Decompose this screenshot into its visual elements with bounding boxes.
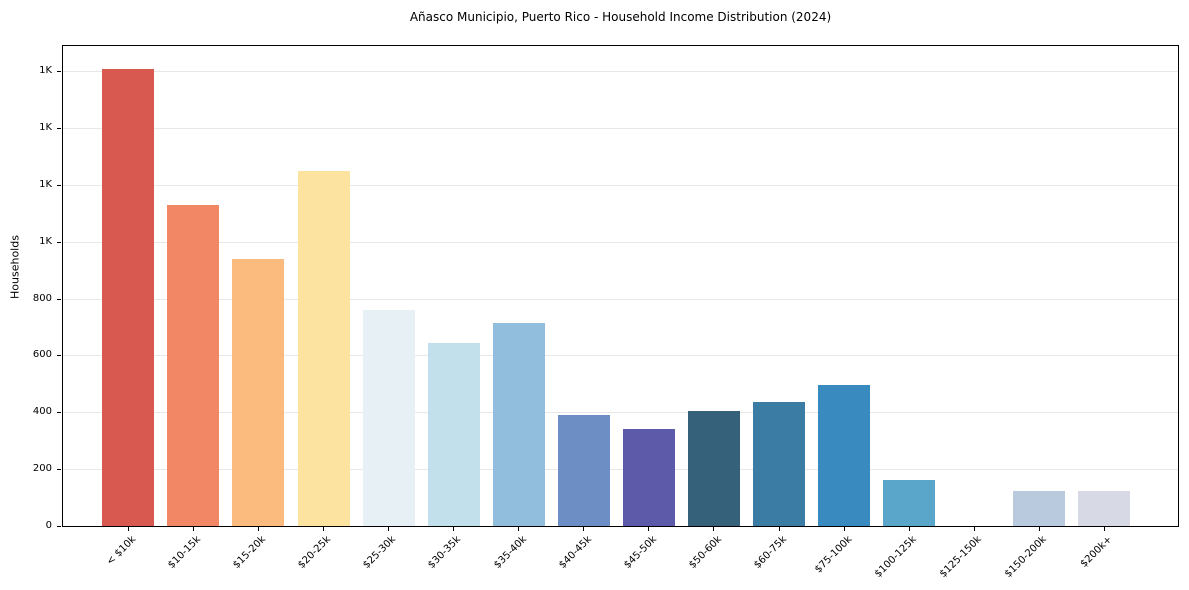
bar-100-125k xyxy=(883,479,936,526)
x-tick-mark xyxy=(192,527,194,531)
y-tick-label: 1K xyxy=(39,235,52,247)
y-tick-mark xyxy=(57,526,61,527)
bar-10k xyxy=(102,68,155,526)
x-tick-mark xyxy=(583,527,585,531)
y-tick-label: 1K xyxy=(39,65,52,77)
gridline xyxy=(63,298,1178,300)
x-tick-label: $150-200k xyxy=(1003,534,1050,580)
x-tick-mark xyxy=(1103,527,1105,531)
bar-45-50k xyxy=(622,429,675,526)
bar-200k xyxy=(1078,491,1131,526)
x-tick-label: $25-30k xyxy=(361,534,399,571)
bar-150-200k xyxy=(1013,490,1066,526)
chart-title: Añasco Municipio, Puerto Rico - Househol… xyxy=(409,10,832,24)
gridline xyxy=(63,71,1178,73)
x-tick-mark xyxy=(908,527,910,531)
y-tick-mark xyxy=(57,469,61,471)
x-tick-mark xyxy=(323,527,324,531)
x-tick-label: $45-50k xyxy=(621,534,659,571)
x-axis: < $10k $10-15k $15-20k $20-25k $25-30k $30-35… xyxy=(62,527,1179,589)
y-tick-mark xyxy=(57,355,61,357)
x-tick-label: $50-60k xyxy=(686,534,724,571)
gridline xyxy=(63,355,1178,357)
bar-50-60k xyxy=(687,411,740,526)
bar-75-100k xyxy=(818,384,871,526)
bar-35-40k xyxy=(492,323,545,526)
x-tick-label: $200k+ xyxy=(1078,534,1115,570)
gridline xyxy=(63,469,1178,471)
bar-10-15k xyxy=(167,204,220,526)
x-tick-label: $60-75k xyxy=(751,534,789,571)
x-tick-label: $20-25k xyxy=(296,534,334,571)
x-tick-mark xyxy=(453,527,455,531)
x-tick-mark xyxy=(778,527,780,531)
bar-40-45k xyxy=(557,414,610,526)
x-tick-label: $35-40k xyxy=(491,534,529,571)
bar-20-25k xyxy=(297,170,350,526)
y-axis: 0 200 400 600 800 1K 1K 1K 1K xyxy=(0,46,62,531)
x-tick-label: $30-35k xyxy=(426,534,464,571)
x-tick-mark xyxy=(648,527,650,531)
x-tick-mark xyxy=(127,527,129,531)
x-tick-mark xyxy=(843,527,845,531)
x-tick-mark xyxy=(388,527,390,531)
gridline xyxy=(63,127,1178,129)
x-tick-mark xyxy=(713,527,715,531)
y-tick-label: 1K xyxy=(39,178,52,190)
y-tick-label: 200 xyxy=(32,463,52,475)
x-tick-label: $100-125k xyxy=(873,534,919,580)
bar-60-75k xyxy=(753,401,805,526)
bar-15-20k xyxy=(232,258,285,526)
y-tick-mark xyxy=(57,71,61,73)
x-tick-label: $15-20k xyxy=(231,534,269,571)
bar-25-30k xyxy=(362,309,415,526)
x-tick-label: < $10k xyxy=(104,534,139,568)
x-tick-mark xyxy=(973,527,975,531)
y-tick-label: 400 xyxy=(32,406,52,418)
y-tick-mark xyxy=(57,241,61,243)
x-tick-label: $75-100k xyxy=(812,534,854,576)
x-tick-mark xyxy=(257,527,259,531)
x-tick-label: $40-45k xyxy=(556,534,594,571)
bar-30-35k xyxy=(427,342,480,526)
x-tick-label: $10-15k xyxy=(166,534,204,571)
y-tick-mark xyxy=(57,127,61,129)
gridline xyxy=(63,241,1178,243)
y-tick-mark xyxy=(57,298,61,300)
y-tick-mark xyxy=(57,412,61,414)
plot-area xyxy=(62,45,1179,527)
y-tick-mark xyxy=(57,184,61,186)
y-tick-label: 600 xyxy=(32,349,52,361)
gridline xyxy=(63,184,1178,186)
y-tick-label: 0 xyxy=(45,520,52,531)
gridline xyxy=(63,412,1178,414)
x-tick-mark xyxy=(1038,527,1040,531)
x-tick-label: $125-150k xyxy=(938,534,984,580)
y-tick-label: 1K xyxy=(39,121,52,133)
y-tick-label: 800 xyxy=(32,292,52,304)
x-tick-mark xyxy=(518,527,520,531)
